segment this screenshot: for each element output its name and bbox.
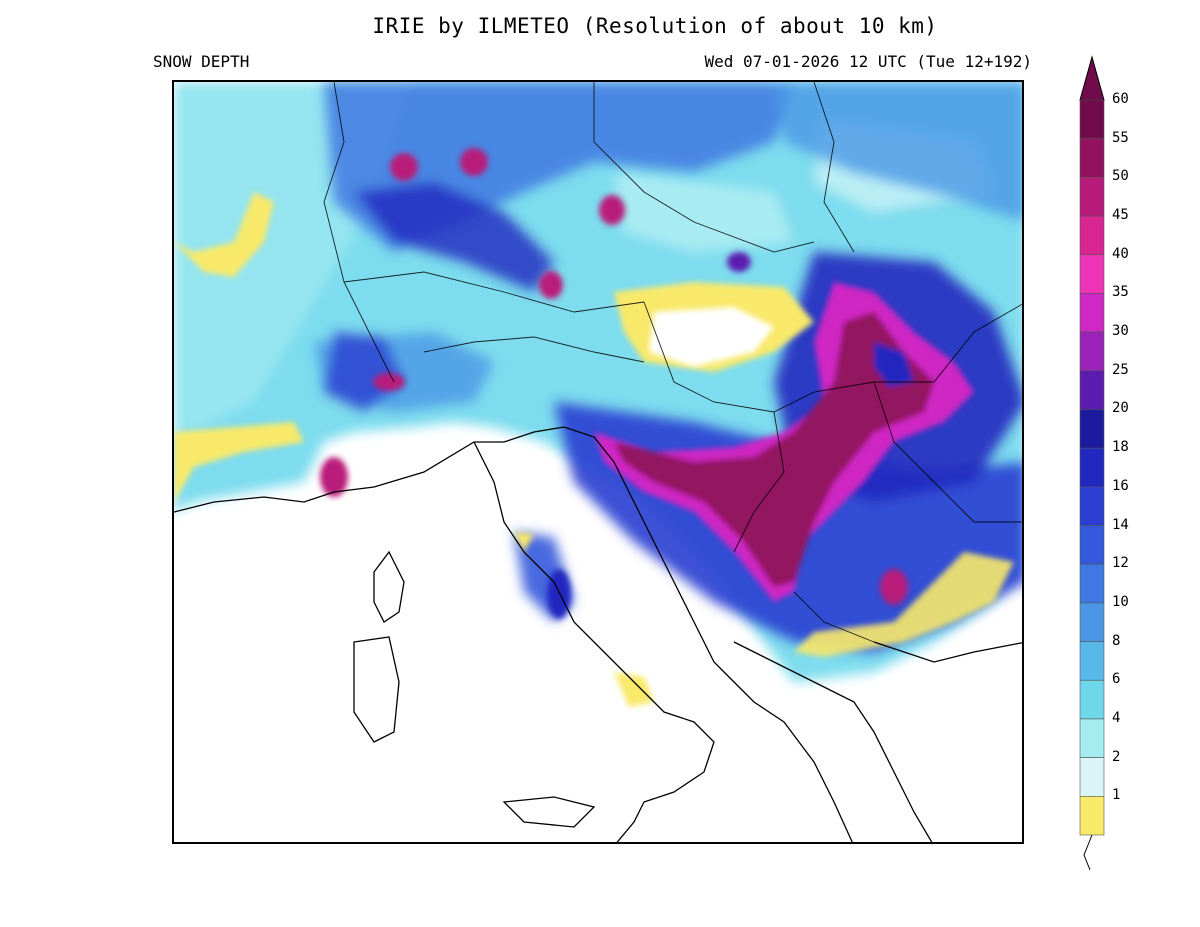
color-scale-swatch bbox=[1079, 370, 1105, 410]
color-scale bbox=[1070, 55, 1190, 875]
snow-field-heavy bbox=[320, 148, 974, 619]
color-scale-label: 25 bbox=[1112, 361, 1129, 378]
color-scale-swatch bbox=[1079, 486, 1105, 526]
color-scale-label: 12 bbox=[1112, 555, 1129, 572]
coastlines bbox=[174, 426, 1022, 842]
color-scale-label: 45 bbox=[1112, 207, 1129, 224]
color-scale-swatch bbox=[1079, 796, 1105, 836]
map-panel bbox=[172, 80, 1024, 844]
snow-depth-map bbox=[174, 82, 1022, 842]
color-scale-swatch bbox=[1079, 679, 1105, 720]
color-scale-label: 30 bbox=[1112, 323, 1129, 340]
color-scale-swatch bbox=[1079, 331, 1105, 372]
color-scale-label: 6 bbox=[1112, 671, 1121, 688]
color-scale-swatch bbox=[1079, 525, 1105, 565]
color-scale-label: 35 bbox=[1112, 284, 1129, 301]
color-scale-label: 40 bbox=[1112, 245, 1129, 262]
color-scale-bottom-tail bbox=[1083, 834, 1093, 871]
color-scale-label: 60 bbox=[1112, 91, 1129, 107]
color-scale-swatch bbox=[1079, 138, 1105, 178]
color-scale-bar bbox=[1079, 55, 1105, 871]
color-scale-label: 20 bbox=[1112, 400, 1129, 417]
color-scale-swatch bbox=[1079, 563, 1105, 604]
color-scale-swatch bbox=[1079, 177, 1105, 217]
snow-free-area bbox=[649, 307, 774, 367]
chart-title: IRIE by ILMETEO (Resolution of about 10 … bbox=[372, 14, 938, 38]
color-scale-swatch bbox=[1079, 718, 1105, 758]
color-scale-swatch bbox=[1079, 757, 1105, 797]
color-scale-label: 8 bbox=[1112, 632, 1121, 649]
color-scale-swatch bbox=[1079, 602, 1105, 642]
variable-label: SNOW DEPTH bbox=[153, 52, 250, 71]
color-scale-swatch bbox=[1079, 254, 1105, 294]
color-scale-label: 2 bbox=[1112, 748, 1121, 765]
valid-time-label: Wed 07-01-2026 12 UTC (Tue 12+192) bbox=[704, 52, 1032, 71]
color-scale-swatch bbox=[1079, 641, 1105, 681]
color-scale-swatch bbox=[1079, 447, 1105, 488]
color-scale-label: 16 bbox=[1112, 477, 1129, 494]
color-scale-swatch bbox=[1079, 215, 1105, 256]
country-borders bbox=[323, 82, 1022, 643]
color-scale-label: 55 bbox=[1112, 129, 1129, 146]
color-scale-label: 50 bbox=[1112, 168, 1129, 185]
color-scale-top-arrow bbox=[1079, 55, 1105, 101]
color-scale-swatch bbox=[1079, 99, 1105, 139]
color-scale-label: 10 bbox=[1112, 593, 1129, 610]
color-scale-label: 18 bbox=[1112, 439, 1129, 456]
color-scale-label: 4 bbox=[1112, 709, 1121, 726]
color-scale-swatch bbox=[1079, 293, 1105, 333]
color-scale-swatch bbox=[1079, 409, 1105, 449]
color-scale-label: 14 bbox=[1112, 516, 1129, 533]
color-scale-label: 1 bbox=[1112, 787, 1121, 804]
